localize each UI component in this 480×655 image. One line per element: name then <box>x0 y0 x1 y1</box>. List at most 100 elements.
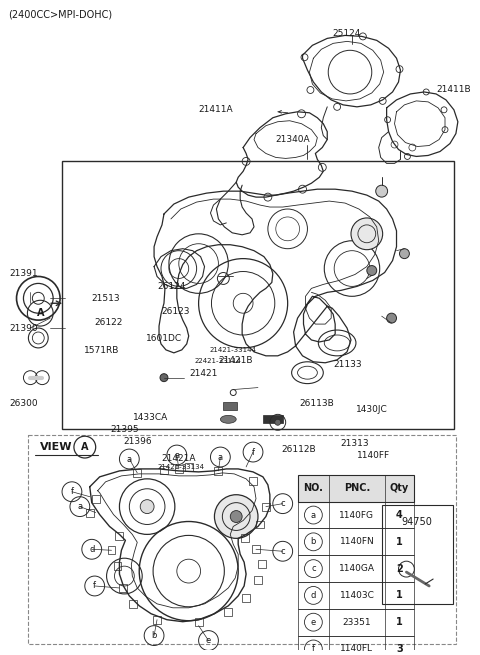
Text: a: a <box>77 502 83 511</box>
Bar <box>160 466 168 474</box>
Text: f: f <box>93 582 96 590</box>
Text: b: b <box>151 631 157 640</box>
Text: d: d <box>311 591 316 600</box>
Bar <box>242 594 250 602</box>
Text: 21513: 21513 <box>91 294 120 303</box>
Bar <box>195 618 203 626</box>
Text: VIEW: VIEW <box>40 442 73 452</box>
Text: 1: 1 <box>396 537 403 547</box>
Text: 1140FF: 1140FF <box>357 451 390 460</box>
Bar <box>258 560 266 568</box>
Text: c: c <box>280 499 285 508</box>
Text: 21390: 21390 <box>9 324 38 333</box>
Ellipse shape <box>220 415 236 423</box>
Bar <box>298 555 414 582</box>
Text: 1571RB: 1571RB <box>84 346 119 355</box>
Text: a: a <box>174 451 180 460</box>
Text: 1140FN: 1140FN <box>339 537 374 546</box>
Text: 21411A: 21411A <box>199 105 233 115</box>
Text: e: e <box>311 618 316 627</box>
Bar <box>62 161 454 429</box>
Bar <box>298 582 414 608</box>
Bar <box>298 502 414 529</box>
Circle shape <box>367 265 377 276</box>
Text: 21421: 21421 <box>190 369 218 378</box>
Circle shape <box>160 374 168 382</box>
Text: 1601DC: 1601DC <box>145 334 182 343</box>
Bar <box>298 475 414 502</box>
Text: a: a <box>218 453 223 462</box>
Bar <box>382 504 453 604</box>
Bar <box>241 534 249 542</box>
Text: 21411B: 21411B <box>436 85 471 94</box>
Text: 2: 2 <box>396 563 403 574</box>
Circle shape <box>230 511 242 523</box>
Text: 21395: 21395 <box>110 425 139 434</box>
Bar <box>262 502 270 511</box>
Circle shape <box>376 185 388 197</box>
Text: (2400CC>MPI-DOHC): (2400CC>MPI-DOHC) <box>9 10 113 20</box>
Text: 21396: 21396 <box>123 437 152 446</box>
Text: NO.: NO. <box>303 483 324 493</box>
Text: 26113B: 26113B <box>299 399 334 408</box>
Text: 26112B: 26112B <box>281 445 315 453</box>
Text: a: a <box>311 510 316 519</box>
Text: 11403C: 11403C <box>339 591 374 600</box>
Text: d: d <box>89 545 95 553</box>
Text: 21391: 21391 <box>9 269 38 278</box>
Bar <box>215 467 222 475</box>
Text: 1: 1 <box>396 590 403 601</box>
Text: f: f <box>252 447 254 457</box>
Circle shape <box>351 218 383 250</box>
Text: 26124: 26124 <box>157 282 186 291</box>
Text: 1140GA: 1140GA <box>339 564 375 573</box>
Bar <box>298 635 414 655</box>
Text: c: c <box>280 547 285 555</box>
Text: A: A <box>36 308 44 318</box>
Text: 1140FL: 1140FL <box>340 645 373 654</box>
Text: 21421B: 21421B <box>218 356 253 365</box>
Text: f: f <box>71 487 73 496</box>
Text: 21421A: 21421A <box>161 455 196 463</box>
Bar <box>120 584 127 592</box>
Bar <box>263 415 283 423</box>
Text: Qty: Qty <box>390 483 409 493</box>
Bar <box>252 546 260 553</box>
Text: 21313: 21313 <box>340 440 369 448</box>
Circle shape <box>275 419 281 425</box>
Text: f: f <box>312 645 315 654</box>
Bar <box>28 435 456 643</box>
Circle shape <box>215 495 258 538</box>
Text: 21421-33144: 21421-33144 <box>210 347 257 353</box>
Text: A: A <box>81 442 88 452</box>
Text: 26123: 26123 <box>161 307 190 316</box>
Text: 23351: 23351 <box>343 618 371 627</box>
Bar <box>92 495 100 502</box>
Bar <box>133 469 141 477</box>
Text: 22421-33114: 22421-33114 <box>194 358 241 364</box>
Bar <box>116 533 123 540</box>
Text: 26122: 26122 <box>95 318 123 327</box>
Text: 1140FG: 1140FG <box>339 510 374 519</box>
Text: a: a <box>127 455 132 464</box>
Text: 21340A: 21340A <box>276 135 310 144</box>
Circle shape <box>386 313 396 323</box>
Bar <box>223 402 237 411</box>
Text: e: e <box>206 636 211 645</box>
Text: 94750: 94750 <box>402 517 433 527</box>
Text: 25124: 25124 <box>332 29 360 38</box>
Bar <box>298 608 414 635</box>
Circle shape <box>140 500 154 514</box>
Bar <box>254 576 262 584</box>
Bar <box>113 562 121 570</box>
Text: b: b <box>311 537 316 546</box>
Circle shape <box>399 249 409 259</box>
Text: 1433CA: 1433CA <box>133 413 168 422</box>
Text: 4: 4 <box>396 510 403 520</box>
Bar <box>86 508 94 517</box>
Text: c: c <box>311 564 316 573</box>
Text: 21133: 21133 <box>333 360 362 369</box>
Text: PNC.: PNC. <box>344 483 370 493</box>
Text: 26300: 26300 <box>9 399 38 408</box>
Text: 21421-33134: 21421-33134 <box>157 464 204 470</box>
